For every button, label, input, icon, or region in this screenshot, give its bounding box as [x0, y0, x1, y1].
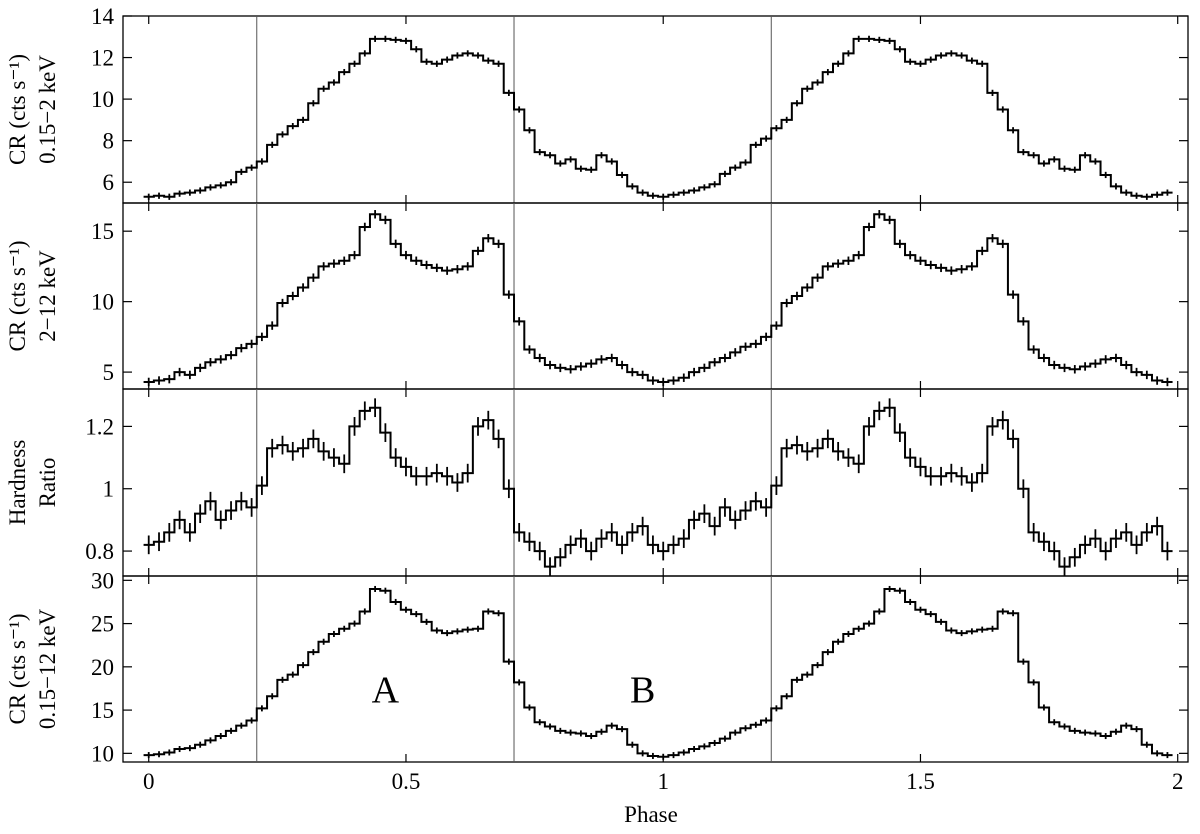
y-tick-label: 8 [103, 129, 115, 154]
x-tick-label: 1 [657, 769, 669, 794]
y-tick-label: 1 [103, 477, 115, 502]
x-tick-label: 0.5 [392, 769, 421, 794]
y-tick-label: 1.2 [85, 414, 114, 439]
y-tick-label: 14 [91, 4, 115, 29]
y-tick-label: 10 [91, 87, 114, 112]
y-tick-label: 20 [91, 655, 114, 680]
panel-frame [122, 388, 1189, 577]
y-axis-label-line: 0.15−2 keV [35, 55, 60, 164]
y-axis-label-line: CR (cts s⁻¹) [5, 54, 30, 165]
x-tick-label: 1.5 [906, 769, 935, 794]
y-tick-label: 12 [91, 46, 114, 71]
panel-3: 0.8 1 1.2 Hardness Ratio [5, 388, 1189, 577]
x-tick-label: 0 [143, 769, 155, 794]
y-tick-label: 15 [91, 698, 114, 723]
y-axis-label-line: CR (cts s⁻¹) [5, 240, 30, 351]
y-tick-label: 5 [103, 360, 115, 385]
region-label: B [630, 669, 655, 711]
x-axis-label: Phase [624, 802, 678, 827]
panel-1: 6 8 10 12 14 CR (cts s⁻¹) 0.15−2 keV [5, 4, 1189, 204]
y-axis-label-line: 2−12 keV [35, 250, 60, 342]
y-axis-label-line: Hardness [5, 440, 30, 526]
y-axis-label-line: CR (cts s⁻¹) [5, 613, 30, 724]
y-tick-label: 6 [103, 170, 115, 195]
region-label: A [372, 669, 400, 711]
step-curve [143, 587, 1173, 758]
y-axis-label: Hardness Ratio [5, 440, 60, 526]
step-curve [143, 406, 1173, 568]
x-tick-label: 2 [1172, 769, 1184, 794]
y-tick-label: 25 [91, 612, 114, 637]
y-axis-label: CR (cts s⁻¹) 2−12 keV [5, 240, 60, 351]
y-axis-label-line: 0.15−12 keV [35, 608, 60, 729]
step-curve [143, 37, 1173, 198]
panel-4: 10 15 20 25 30 CR (cts s⁻¹) 0.15−12 keV [5, 568, 1189, 766]
y-tick-label: 0.8 [85, 539, 114, 564]
y-axis-label: CR (cts s⁻¹) 0.15−2 keV [5, 54, 60, 165]
panel-frame [122, 15, 1189, 204]
y-tick-label: 15 [91, 219, 114, 244]
y-tick-label: 30 [91, 568, 114, 593]
panel-frame [122, 575, 1189, 763]
y-tick-label: 10 [91, 741, 114, 766]
y-axis-label-line: Ratio [35, 458, 60, 508]
y-tick-label: 10 [91, 290, 114, 315]
panel-frame [122, 202, 1189, 390]
step-curve [143, 213, 1173, 383]
panel-2: 5 10 15 CR (cts s⁻¹) 2−12 keV [5, 202, 1189, 390]
y-axis-label: CR (cts s⁻¹) 0.15−12 keV [5, 608, 60, 729]
